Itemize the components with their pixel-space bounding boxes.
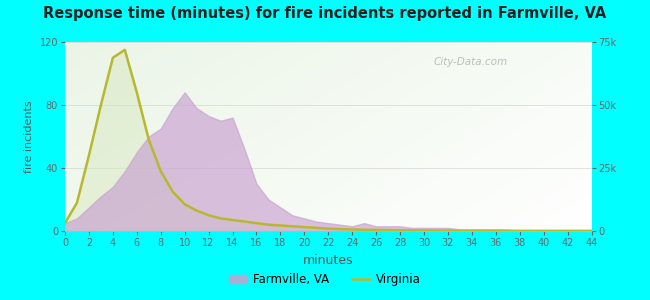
Y-axis label: fire incidents: fire incidents (24, 100, 34, 173)
Text: City-Data.com: City-Data.com (434, 57, 508, 67)
Legend: Farmville, VA, Virginia: Farmville, VA, Virginia (224, 269, 426, 291)
Text: Response time (minutes) for fire incidents reported in Farmville, VA: Response time (minutes) for fire inciden… (44, 6, 606, 21)
X-axis label: minutes: minutes (303, 254, 354, 266)
